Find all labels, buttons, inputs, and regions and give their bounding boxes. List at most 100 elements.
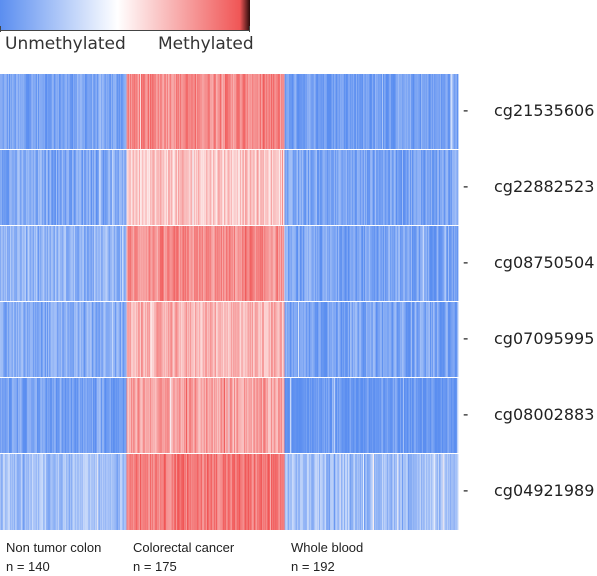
heatmap-cell xyxy=(360,302,362,377)
heatmap-cell xyxy=(254,378,257,453)
heatmap-cell xyxy=(132,150,135,225)
heatmap-cell xyxy=(371,454,373,530)
heatmap-cell xyxy=(453,454,455,530)
heatmap-cell xyxy=(429,454,431,530)
heatmap-cell xyxy=(253,150,256,225)
heatmap-cell xyxy=(424,454,426,530)
heatmap-cell xyxy=(181,150,183,225)
heatmap-cell xyxy=(175,226,177,301)
heatmap-cell xyxy=(125,226,127,301)
heatmap-cell xyxy=(50,454,52,530)
heatmap-cell xyxy=(269,378,271,453)
heatmap-cell xyxy=(428,378,430,453)
heatmap-cell xyxy=(376,74,378,149)
heatmap-cell xyxy=(401,454,403,530)
heatmap-cell xyxy=(140,150,143,225)
heatmap-cell xyxy=(281,302,284,377)
heatmap-cell xyxy=(323,150,325,225)
heatmap-cell xyxy=(390,378,392,453)
heatmap-cell xyxy=(347,150,350,225)
heatmap-cell xyxy=(446,302,448,377)
heatmap-cell xyxy=(433,454,435,530)
heatmap-cell xyxy=(281,74,284,149)
heatmap-cell xyxy=(405,226,407,301)
heatmap-cell xyxy=(175,302,177,377)
heatmap-cell xyxy=(147,74,149,149)
heatmap-cell xyxy=(369,74,371,149)
heatmap-cell xyxy=(420,150,423,225)
heatmap-cell xyxy=(54,226,56,301)
heatmap-cell xyxy=(83,378,85,453)
heatmap-cell xyxy=(285,378,287,453)
heatmap-cell xyxy=(322,378,324,453)
heatmap-cell xyxy=(56,150,59,225)
heatmap-cell xyxy=(185,302,187,377)
heatmap-cell xyxy=(233,302,235,377)
heatmap-cell xyxy=(14,74,16,149)
heatmap-cell xyxy=(165,378,167,453)
heatmap-cell xyxy=(111,302,113,377)
heatmap-cell xyxy=(67,454,70,530)
heatmap-cell xyxy=(31,226,33,301)
heatmap-cell xyxy=(307,74,309,149)
heatmap-cell xyxy=(372,454,374,530)
heatmap-cell xyxy=(183,150,185,225)
heatmap-cell xyxy=(78,74,80,149)
heatmap-cell xyxy=(308,454,311,530)
heatmap-cell xyxy=(439,150,442,225)
heatmap-cell xyxy=(314,74,316,149)
heatmap-cell xyxy=(213,74,215,149)
heatmap-cell xyxy=(162,226,164,301)
heatmap-cell xyxy=(283,74,285,149)
heatmap-cell xyxy=(140,226,143,301)
heatmap-cell xyxy=(392,378,394,453)
heatmap-cell xyxy=(320,150,322,225)
heatmap-cell xyxy=(46,74,48,149)
heatmap-cell xyxy=(283,454,285,530)
heatmap-cell xyxy=(302,226,304,301)
heatmap-cell xyxy=(391,74,393,149)
heatmap-cell xyxy=(334,302,336,377)
heatmap-cell xyxy=(223,454,225,530)
heatmap-cell xyxy=(253,226,256,301)
heatmap-cell xyxy=(72,454,74,530)
heatmap-cell xyxy=(431,150,434,225)
heatmap-cell xyxy=(371,150,373,225)
heatmap-cell xyxy=(162,74,164,149)
heatmap-cell xyxy=(233,150,236,225)
heatmap-cell xyxy=(114,454,117,530)
heatmap-cell xyxy=(271,226,274,301)
heatmap-cell xyxy=(141,454,144,530)
heatmap-cell xyxy=(165,74,167,149)
heatmap-cell xyxy=(186,226,188,301)
heatmap-cell xyxy=(190,454,192,530)
heatmap-cell xyxy=(341,226,343,301)
heatmap-cell xyxy=(153,226,155,301)
heatmap-cell xyxy=(177,378,179,453)
heatmap-cell xyxy=(351,378,353,453)
heatmap-cell xyxy=(347,226,350,301)
heatmap-cell xyxy=(147,454,149,530)
heatmap-cell xyxy=(24,150,26,225)
heatmap-cell xyxy=(162,150,164,225)
heatmap-cell xyxy=(237,150,239,225)
heatmap-cell xyxy=(168,226,170,301)
heatmap-cell xyxy=(99,74,101,149)
heatmap-cell xyxy=(317,150,319,225)
heatmap-cell xyxy=(43,378,45,453)
heatmap-cell xyxy=(430,302,432,377)
heatmap-cell xyxy=(456,74,458,149)
heatmap-cell xyxy=(257,454,259,530)
heatmap-cell xyxy=(417,454,419,530)
heatmap-cell xyxy=(352,302,354,377)
heatmap-cell xyxy=(4,454,6,530)
heatmap-cell xyxy=(252,454,255,530)
heatmap-cell xyxy=(117,74,119,149)
heatmap-cell xyxy=(262,454,265,530)
heatmap-cell xyxy=(437,150,439,225)
heatmap-cell xyxy=(357,226,360,301)
heatmap-cell xyxy=(255,74,257,149)
heatmap-cell xyxy=(246,302,248,377)
heatmap-cell xyxy=(411,150,414,225)
heatmap-cell xyxy=(166,302,168,377)
